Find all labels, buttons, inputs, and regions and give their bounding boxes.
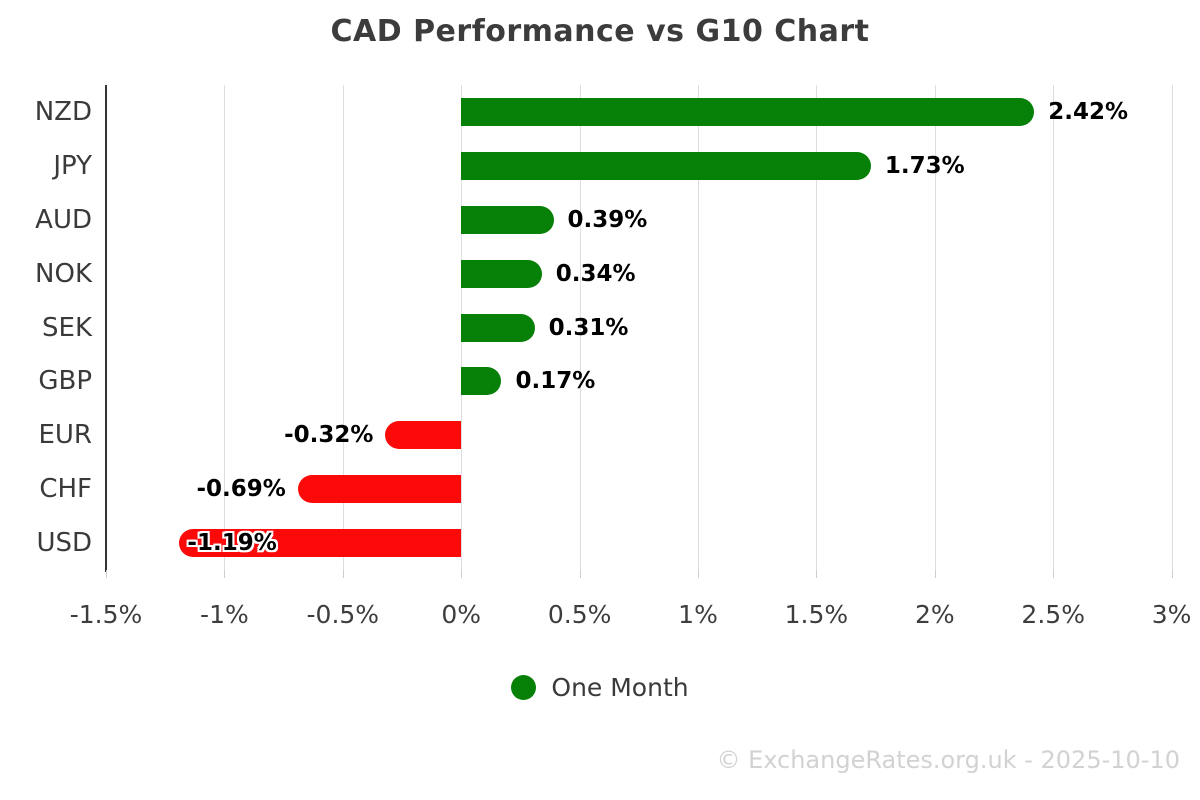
- x-tick-label: 1.5%: [784, 600, 849, 629]
- x-axis-tick: [579, 570, 581, 578]
- bar-chf: [297, 475, 462, 504]
- gridline: [934, 85, 936, 570]
- value-label-eur: -0.32%: [284, 422, 374, 449]
- x-axis-tick: [342, 570, 344, 578]
- category-label-chf: CHF: [39, 474, 92, 505]
- legend: One Month: [0, 670, 1200, 704]
- gridline: [579, 85, 581, 570]
- x-axis-tick: [816, 570, 818, 578]
- gridline: [1053, 85, 1055, 570]
- value-label-gbp: 0.17%: [515, 368, 596, 395]
- x-axis-tick: [934, 570, 936, 578]
- bar-jpy: [461, 151, 871, 180]
- x-tick-label: -1%: [200, 600, 249, 629]
- category-label-nok: NOK: [35, 258, 92, 289]
- x-tick-label: 0%: [441, 600, 482, 629]
- x-axis-tick: [461, 570, 463, 578]
- bar-eur: [385, 421, 462, 450]
- category-label-eur: EUR: [38, 420, 92, 451]
- x-tick-label: -1.5%: [69, 600, 143, 629]
- legend-label: One Month: [551, 672, 689, 702]
- x-tick-label: 2%: [914, 600, 955, 629]
- bar-nok: [461, 259, 542, 288]
- x-tick-label: -0.5%: [306, 600, 380, 629]
- legend-dot-icon: [511, 674, 537, 700]
- x-tick-label: 3%: [1151, 600, 1192, 629]
- category-label-aud: AUD: [35, 204, 92, 235]
- x-axis-tick: [1171, 570, 1173, 578]
- value-label-aud: 0.39%: [567, 206, 648, 233]
- gridline: [342, 85, 344, 570]
- category-label-jpy: JPY: [53, 150, 92, 181]
- gridline: [698, 85, 699, 570]
- x-tick-label: 0.5%: [547, 600, 612, 629]
- category-label-gbp: GBP: [38, 366, 92, 397]
- value-label-chf: -0.69%: [196, 476, 286, 503]
- bar-usd: [179, 529, 462, 558]
- watermark: © ExchangeRates.org.uk - 2025-10-10: [716, 746, 1180, 774]
- category-label-sek: SEK: [42, 312, 92, 343]
- x-tick-label: 1%: [678, 600, 718, 629]
- bar-aud: [461, 205, 554, 234]
- category-label-usd: USD: [36, 528, 92, 559]
- category-label-nzd: NZD: [34, 96, 92, 127]
- value-label-nzd: 2.42%: [1048, 98, 1129, 125]
- gridline: [224, 85, 226, 570]
- value-label-sek: 0.31%: [548, 314, 629, 341]
- value-label-nok: 0.34%: [555, 260, 636, 287]
- x-tick-label: 2.5%: [1021, 600, 1085, 629]
- gridline: [1171, 85, 1173, 570]
- x-axis-tick: [224, 570, 226, 578]
- x-axis-tick: [698, 570, 699, 578]
- value-label-usd: -1.19%: [187, 530, 277, 557]
- value-label-jpy: 1.73%: [884, 152, 965, 179]
- y-axis-line: [105, 85, 107, 572]
- bar-gbp: [461, 367, 502, 396]
- gridline: [816, 85, 818, 570]
- bar-sek: [461, 313, 535, 342]
- x-axis-tick: [106, 570, 107, 578]
- bar-nzd: [461, 97, 1035, 126]
- chart-title: CAD Performance vs G10 Chart: [330, 14, 870, 49]
- x-axis-tick: [1053, 570, 1055, 578]
